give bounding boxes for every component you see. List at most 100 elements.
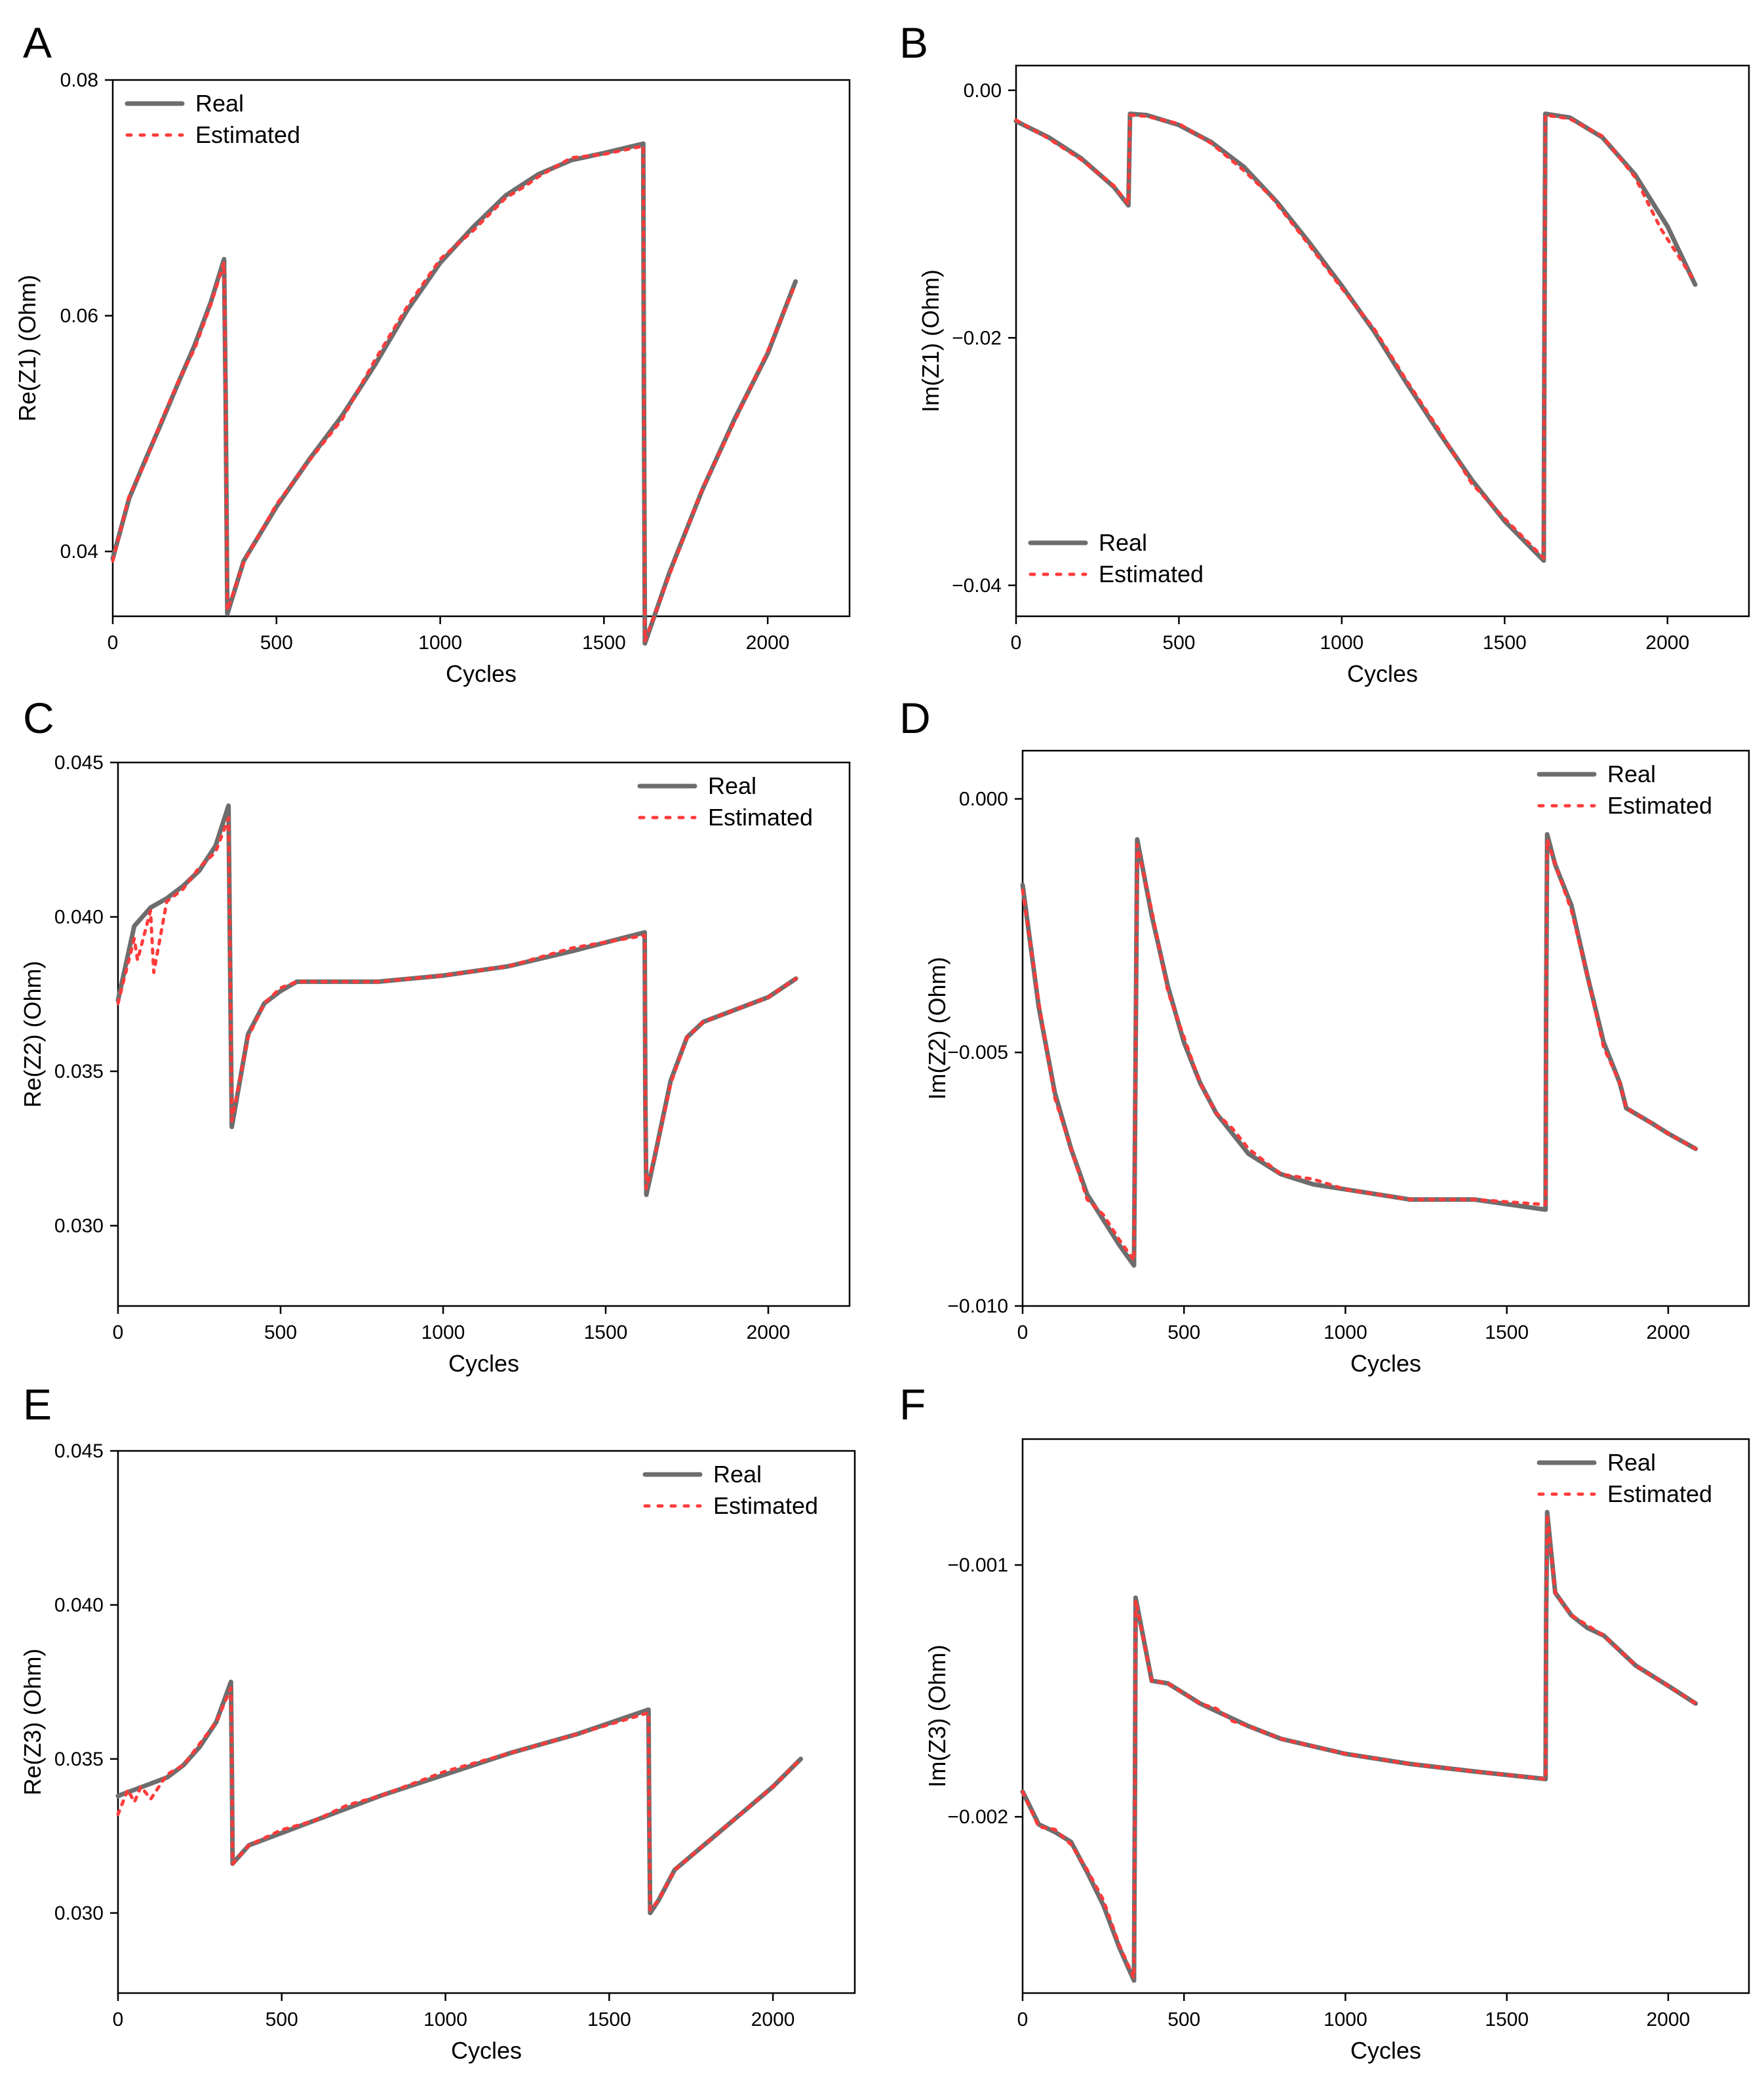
x-tick-label: 1500 (582, 632, 626, 654)
x-axis-label: Cycles (446, 660, 517, 687)
x-tick-label: 1000 (1323, 1322, 1367, 1343)
legend-label-real: Real (195, 90, 244, 117)
x-tick-label: 1000 (423, 2009, 467, 2030)
y-tick-label: 0.06 (60, 306, 98, 327)
legend: Real Estimated (637, 772, 813, 831)
legend-label-real: Real (708, 772, 756, 799)
panel-b: B 0 500 1000 1500 2000 −0.04 −0.02 0.00 Cycles Im(… (899, 18, 1750, 687)
y-tick-label: 0.030 (54, 1903, 104, 1924)
legend-label-estimated: Estimated (195, 121, 300, 148)
legend: Real Estimated (1537, 1449, 1712, 1507)
panel-f: F 0 500 1000 1500 2000 −0.002 −0.001 Cycles Im(Z3… (899, 1380, 1750, 2064)
x-tick-label: 2000 (746, 632, 790, 654)
series-estimated (116, 816, 798, 1191)
y-tick-label: −0.010 (947, 1296, 1008, 1317)
y-tick-label: 0.045 (54, 752, 104, 774)
x-tick-label: 1500 (1485, 2009, 1529, 2030)
series-real (1020, 832, 1698, 1268)
y-tick-label: 0.035 (54, 1061, 104, 1082)
x-tick-label: 0 (108, 632, 119, 654)
x-tick-label: 1000 (1323, 2009, 1367, 2030)
legend-label-real: Real (1607, 761, 1656, 787)
y-tick-label: −0.02 (952, 327, 1002, 349)
legend: Real Estimated (125, 90, 300, 148)
y-axis-label: Re(Z2) (Ohm) (19, 961, 46, 1108)
x-tick-label: 1000 (421, 1322, 465, 1343)
legend-label-estimated: Estimated (1099, 561, 1204, 587)
x-tick-label: 2000 (751, 2009, 795, 2030)
series-estimated (116, 1686, 803, 1912)
y-axis-label: Re(Z1) (Ohm) (14, 275, 41, 422)
x-axis-label: Cycles (1350, 1350, 1421, 1377)
y-tick-label: 0.040 (54, 1594, 104, 1616)
y-tick-label: −0.04 (952, 575, 1002, 597)
x-tick-label: 500 (265, 2009, 298, 2030)
panel-e: E 0 500 1000 1500 2000 0.030 0.035 0.040 0.045 Cyc… (19, 1380, 856, 2064)
series-real (115, 1679, 804, 1916)
panel-d: D 0 500 1000 1500 2000 −0.010 −0.005 0.000 Cycles… (899, 694, 1750, 1377)
x-tick-label: 1500 (587, 2009, 631, 2030)
panel-a: A 0 500 1000 1500 2000 0.04 0.06 0.08 Cycles Re(Z1… (14, 18, 851, 687)
series-estimated (1021, 1513, 1698, 1980)
panel-letter-c: C (23, 694, 54, 742)
plot-frame (1015, 64, 1750, 618)
y-tick-label: 0.000 (959, 788, 1008, 810)
series-real (1013, 111, 1698, 563)
x-tick-label: 500 (1167, 1322, 1200, 1343)
x-tick-label: 500 (1167, 2009, 1200, 2030)
y-tick-label: 0.04 (60, 541, 98, 563)
legend-label-estimated: Estimated (1607, 792, 1712, 819)
x-axis-label: Cycles (451, 2037, 522, 2064)
series-real (1020, 1509, 1698, 1983)
series-real (110, 141, 798, 646)
y-axis-label: Im(Z1) (Ohm) (917, 269, 944, 412)
series-estimated (1021, 837, 1698, 1262)
x-tick-label: 2000 (1647, 1322, 1691, 1343)
legend: Real Estimated (1537, 761, 1712, 819)
x-tick-label: 2000 (747, 1322, 791, 1343)
x-tick-label: 0 (1017, 1322, 1029, 1343)
legend-label-real: Real (713, 1461, 762, 1488)
x-tick-label: 0 (113, 1322, 124, 1343)
x-tick-label: 2000 (1645, 632, 1689, 654)
y-axis-label: Im(Z3) (Ohm) (924, 1645, 951, 1788)
y-tick-label: 0.08 (60, 69, 98, 91)
y-tick-label: 0.035 (54, 1749, 104, 1770)
plot-frame (1021, 1438, 1750, 1994)
y-tick-label: 0.030 (54, 1216, 104, 1237)
panel-letter-d: D (899, 694, 931, 742)
y-axis-label: Re(Z3) (Ohm) (19, 1649, 46, 1796)
x-tick-label: 500 (264, 1322, 297, 1343)
x-tick-label: 1000 (418, 632, 462, 654)
legend-label-estimated: Estimated (708, 804, 813, 831)
series-estimated (1014, 113, 1697, 560)
y-tick-label: 0.00 (964, 80, 1002, 102)
series-real (115, 803, 798, 1197)
y-tick-label: −0.002 (947, 1806, 1008, 1828)
x-tick-label: 0 (1017, 2009, 1029, 2030)
panel-c: C 0 500 1000 1500 2000 0.030 0.035 0.040 0.045 Cyc… (19, 694, 851, 1377)
x-axis-label: Cycles (448, 1350, 519, 1377)
x-tick-label: 500 (260, 632, 293, 654)
x-tick-label: 2000 (1647, 2009, 1691, 2030)
series-estimated (111, 144, 798, 643)
x-tick-label: 1500 (1483, 632, 1527, 654)
x-tick-label: 0 (1011, 632, 1022, 654)
legend: Real Estimated (642, 1461, 818, 1519)
x-axis-label: Cycles (1347, 660, 1418, 687)
plot-frame (1021, 749, 1750, 1307)
x-tick-label: 500 (1162, 632, 1195, 654)
x-tick-label: 0 (113, 2009, 124, 2030)
plot-frame (117, 761, 851, 1307)
y-tick-label: 0.040 (54, 907, 104, 928)
plot-frame (111, 79, 851, 618)
plot-frame (117, 1450, 856, 1994)
legend-label-real: Real (1607, 1449, 1656, 1476)
x-tick-label: 1500 (584, 1322, 628, 1343)
legend-label-estimated: Estimated (713, 1492, 818, 1519)
y-tick-label: −0.005 (947, 1042, 1008, 1063)
panel-letter-e: E (23, 1380, 52, 1429)
panel-letter-b: B (899, 18, 928, 67)
panel-letter-f: F (899, 1380, 926, 1429)
